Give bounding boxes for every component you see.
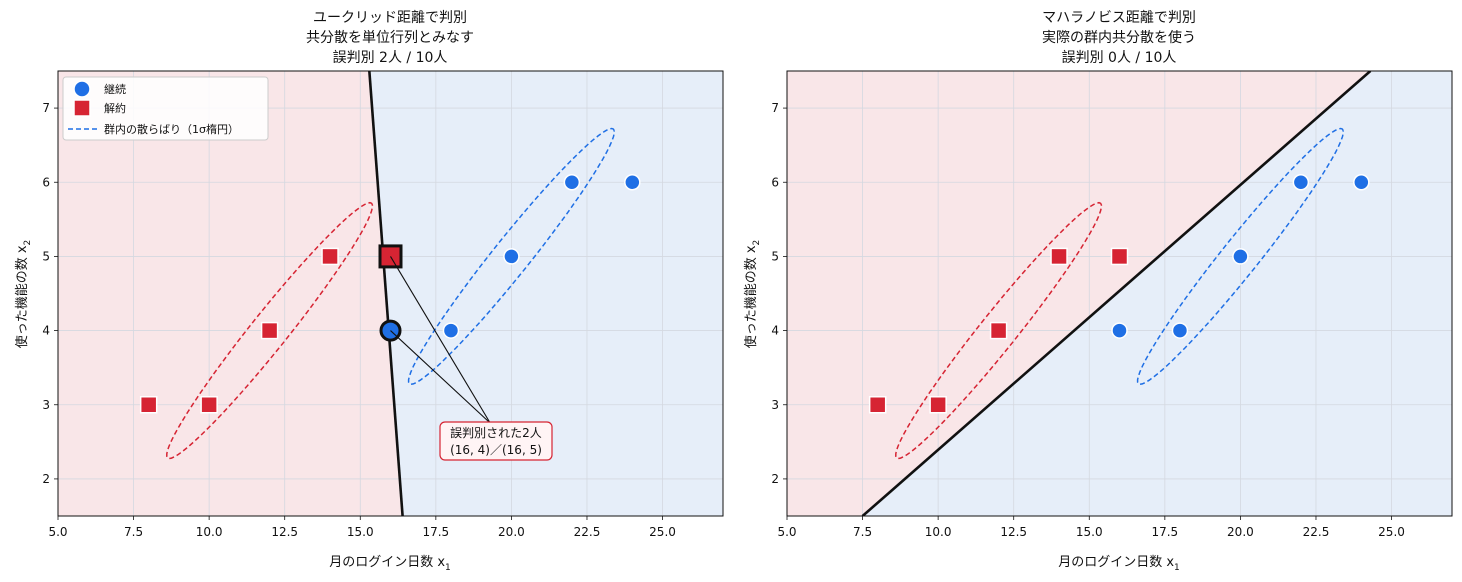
left-point-cancel-0 bbox=[139, 396, 158, 414]
left-y-axis-label-subscript: 2 bbox=[23, 240, 33, 246]
right-point-continue-4 bbox=[1353, 174, 1370, 191]
legend-ellipse-label: 群内の散らばり（1σ楕円） bbox=[104, 122, 239, 136]
left-x-tick-label-7: 22.5 bbox=[574, 525, 601, 539]
left-y-tick-label-0: 2 bbox=[42, 472, 50, 486]
right-point-cancel-2 bbox=[989, 321, 1008, 340]
left-point-cancel-3 bbox=[321, 247, 339, 266]
right-chart-title-line-2: 実際の群内共分散を使う bbox=[1042, 29, 1196, 46]
right-y-axis-label: 使った機能の数 x2 bbox=[743, 240, 762, 349]
left-x-tick-label-0: 5.0 bbox=[48, 525, 67, 539]
right-point-continue-0 bbox=[1111, 322, 1128, 339]
left-y-axis-label: 使った機能の数 x2 bbox=[14, 240, 33, 349]
legend-continue-label: 継続 bbox=[104, 82, 126, 96]
right-x-tick-label-3: 12.5 bbox=[1000, 525, 1027, 539]
right-x-tick-label-0: 5.0 bbox=[777, 525, 796, 539]
legend-box bbox=[62, 76, 269, 141]
left-plot-area: 5.0 7.5 10.0 12.5 15.0 17.5 20.0 22.5 25.0 2 3 4 5 6 7 bbox=[42, 70, 724, 539]
left-ellipse-continue bbox=[407, 127, 615, 386]
right-x-axis-label: 月のログイン日数 x1 bbox=[1058, 555, 1180, 573]
left-y-tick-label-4: 6 bbox=[42, 175, 50, 189]
right-x-axis-label-subscript: 1 bbox=[1174, 563, 1180, 573]
right-chart-title-line-3: 誤判別 0人 / 10人 bbox=[1062, 50, 1177, 66]
right-y-tick-label-5: 7 bbox=[771, 101, 779, 115]
right-y-tick-label-3: 5 bbox=[771, 249, 779, 263]
annotation-arrow-1 bbox=[390, 256, 491, 424]
right-y-tick-label-2: 4 bbox=[771, 324, 779, 338]
left-y-tick-label-1: 3 bbox=[42, 398, 50, 412]
left-chart-title-line-1: ユークリッド距離で判別 bbox=[313, 9, 467, 26]
right-y-tick-label-1: 3 bbox=[771, 398, 779, 412]
left-point-continue-3 bbox=[563, 174, 581, 191]
right-y-tick-label-4: 6 bbox=[771, 175, 779, 189]
left-x-tick-label-4: 15.0 bbox=[347, 525, 374, 539]
left-point-cancel-1 bbox=[200, 396, 218, 414]
left-ellipse-cancel bbox=[166, 201, 374, 460]
legend: 継続 解約 群内の散らばり（1σ楕円） bbox=[62, 76, 269, 141]
right-chart-panel: マハラノビス距離で判別 実際の群内共分散を使う 誤判別 0人 / 10人 5.0… bbox=[743, 9, 1453, 573]
right-point-cancel-1 bbox=[929, 396, 947, 414]
right-x-tick-label-8: 25.0 bbox=[1378, 525, 1405, 539]
right-plot-area: 5.0 7.5 10.0 12.5 15.0 17.5 20.0 22.5 25.0 2 3 4 5 6 7 bbox=[771, 70, 1453, 539]
legend-continue-marker bbox=[73, 80, 91, 98]
right-y-axis-label-subscript: 2 bbox=[752, 240, 762, 246]
right-axes-frame bbox=[786, 70, 1453, 517]
right-grid bbox=[786, 71, 1452, 516]
left-point-continue-2 bbox=[503, 248, 520, 265]
legend-cancel-marker bbox=[73, 99, 91, 117]
left-x-tick-label-2: 10.0 bbox=[196, 525, 223, 539]
annotation-line-1: 誤判別された2人 bbox=[450, 425, 542, 440]
left-chart-title-line-2: 共分散を単位行列とみなす bbox=[306, 30, 474, 46]
left-y-tick-label-3: 5 bbox=[42, 249, 50, 263]
right-y-tick-label-0: 2 bbox=[771, 472, 779, 486]
left-y-tick-label-5: 7 bbox=[42, 101, 50, 115]
legend-cancel-label: 解約 bbox=[104, 101, 126, 115]
annotation-line-2: (16, 4)／(16, 5) bbox=[450, 443, 542, 457]
annotation-arrow-0 bbox=[390, 330, 491, 424]
left-y-tick-label-2: 4 bbox=[42, 324, 50, 338]
left-point-cancel-2 bbox=[260, 321, 279, 340]
misclassified-annotation: 誤判別された2人 (16, 4)／(16, 5) bbox=[390, 256, 553, 461]
right-x-tick-label-7: 22.5 bbox=[1303, 525, 1330, 539]
right-ellipse-continue bbox=[1136, 127, 1344, 386]
right-x-tick-label-4: 15.0 bbox=[1076, 525, 1103, 539]
right-decision-boundary bbox=[861, 71, 1372, 516]
right-x-tick-label-1: 7.5 bbox=[853, 525, 872, 539]
left-x-axis-label: 月のログイン日数 x1 bbox=[329, 555, 451, 573]
right-point-cancel-4 bbox=[1110, 247, 1129, 266]
right-point-cancel-0 bbox=[868, 396, 887, 414]
left-axes-frame bbox=[57, 70, 724, 517]
right-ellipse-cancel bbox=[895, 201, 1103, 460]
right-point-continue-1 bbox=[1171, 322, 1189, 339]
left-chart-title-line-3: 誤判別 2人 / 10人 bbox=[333, 50, 448, 66]
left-x-tick-label-8: 25.0 bbox=[649, 525, 676, 539]
left-x-tick-label-5: 17.5 bbox=[422, 525, 449, 539]
left-x-tick-label-3: 12.5 bbox=[271, 525, 298, 539]
right-point-continue-3 bbox=[1292, 174, 1310, 191]
left-decision-boundary bbox=[368, 71, 404, 516]
right-point-cancel-3 bbox=[1050, 247, 1068, 266]
right-x-tick-label-6: 20.0 bbox=[1227, 525, 1254, 539]
annotation-arrows bbox=[390, 256, 491, 424]
left-chart-panel: ユークリッド距離で判別 共分散を単位行列とみなす 誤判別 2人 / 10人 5.… bbox=[14, 9, 724, 573]
left-x-tick-label-6: 20.0 bbox=[498, 525, 525, 539]
left-x-tick-label-1: 7.5 bbox=[124, 525, 143, 539]
annotation-box bbox=[439, 421, 553, 461]
left-point-continue-1 bbox=[442, 322, 460, 339]
right-x-tick-label-2: 10.0 bbox=[925, 525, 952, 539]
right-chart-title-line-1: マハラノビス距離で判別 bbox=[1042, 9, 1196, 26]
left-point-continue-4 bbox=[624, 174, 641, 191]
right-point-continue-2 bbox=[1232, 248, 1249, 265]
left-x-axis-label-subscript: 1 bbox=[445, 563, 451, 573]
right-x-tick-label-5: 17.5 bbox=[1151, 525, 1178, 539]
